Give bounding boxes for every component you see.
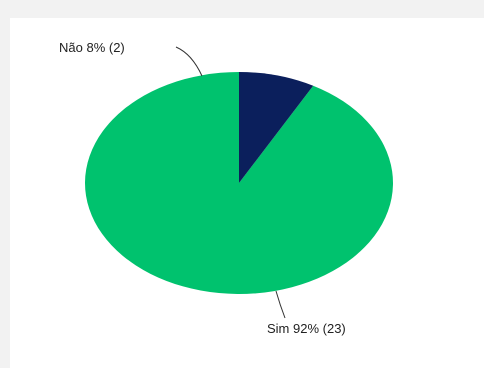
slice-label-sim: Sim 92% (23)	[267, 321, 346, 336]
leader-line-nao	[175, 46, 203, 77]
pie-slices	[84, 72, 393, 294]
pie-leader-lines	[175, 46, 286, 319]
slice-label-nao: Não 8% (2)	[59, 40, 125, 55]
leader-line-sim	[275, 290, 286, 319]
slice-nao	[239, 72, 314, 183]
slice-sim	[84, 72, 393, 294]
